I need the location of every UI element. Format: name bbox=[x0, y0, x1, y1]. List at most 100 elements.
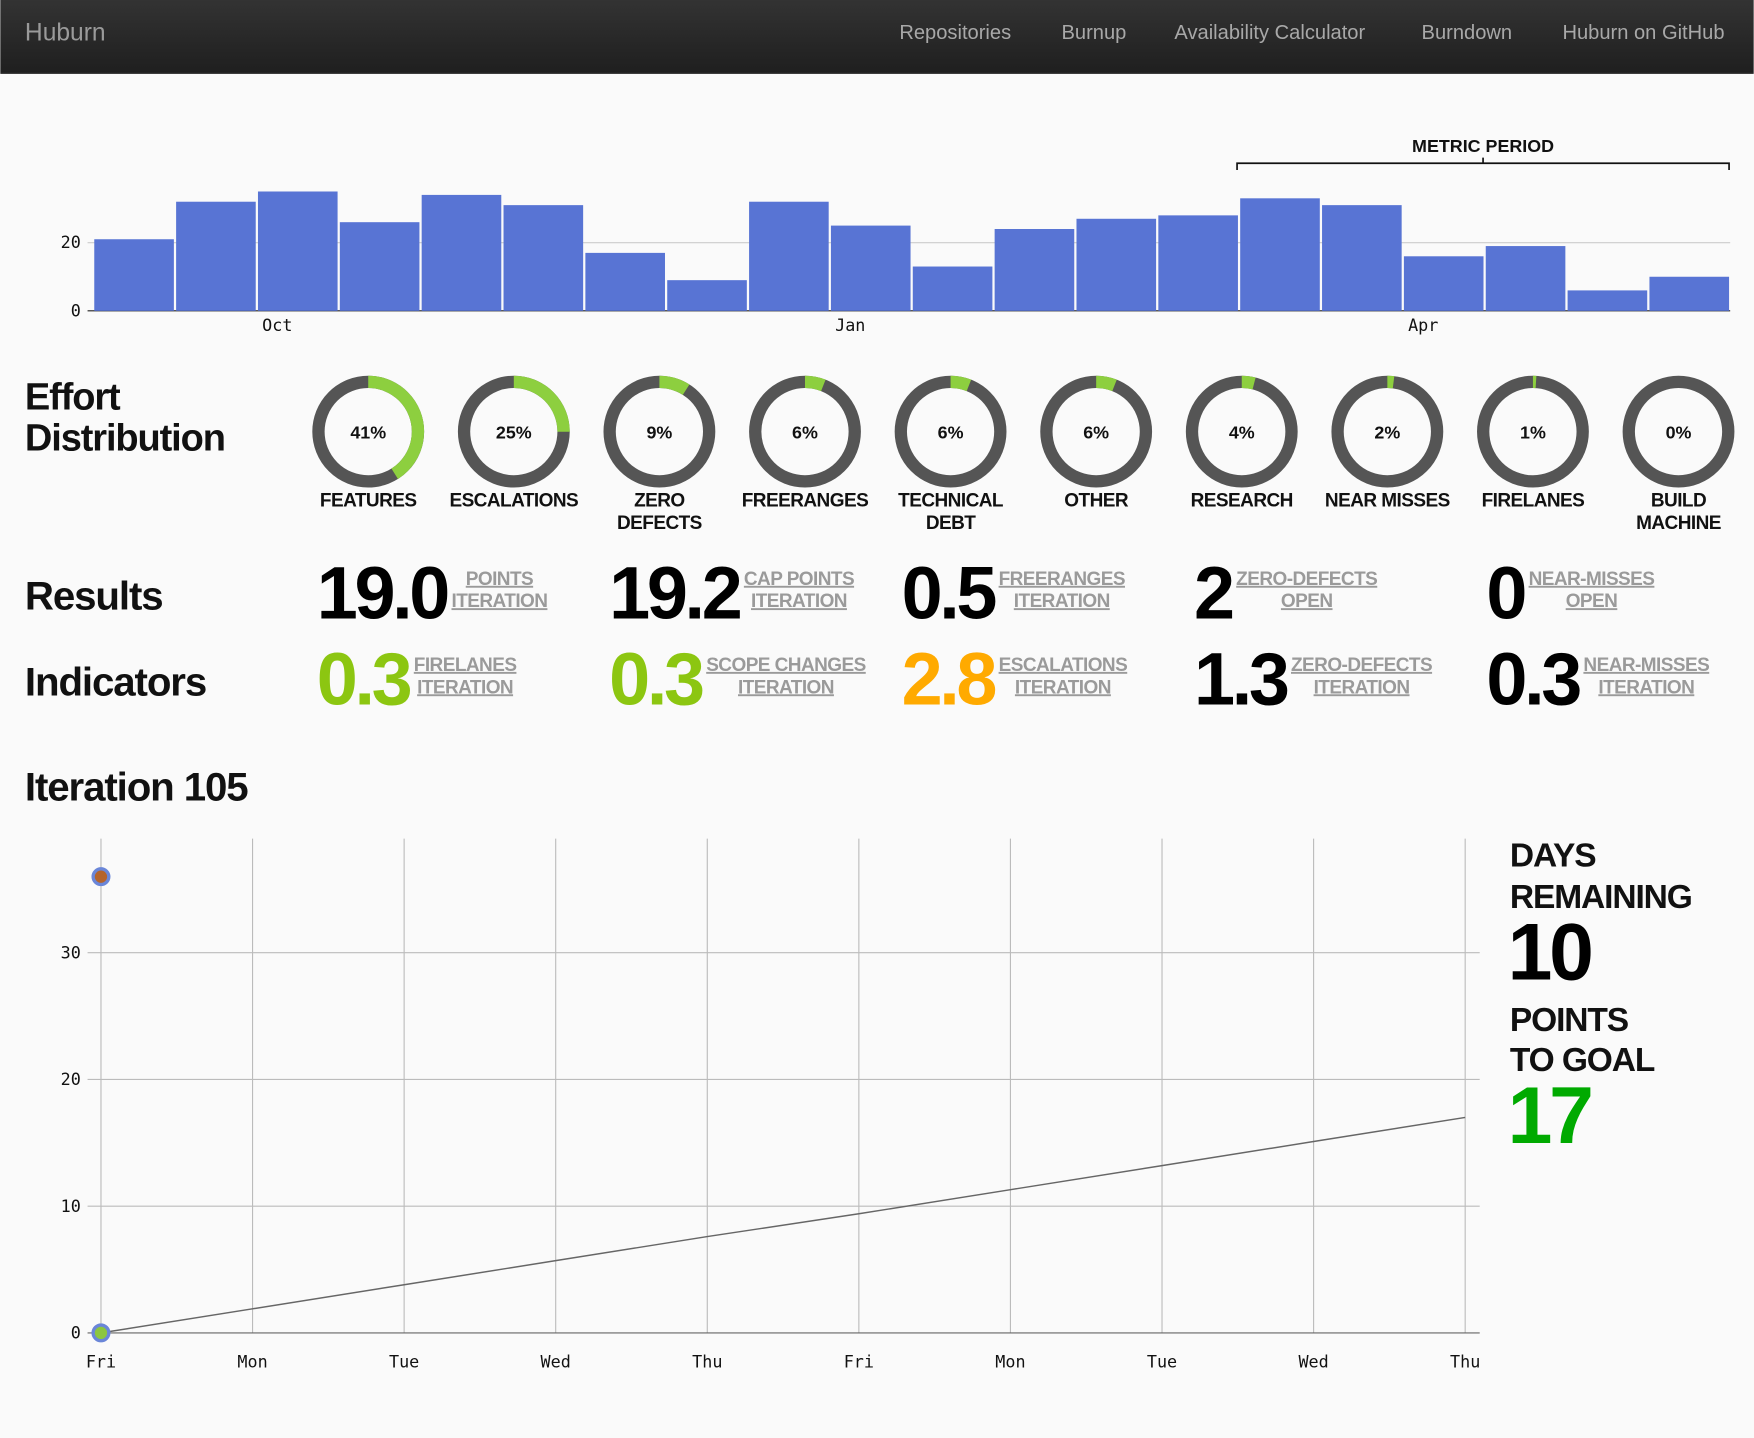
metric-value: 2.8 bbox=[902, 637, 996, 720]
stat-label: REMAINING bbox=[1510, 879, 1692, 916]
section-title-box: Effort Distribution bbox=[24, 376, 226, 460]
metric-label: ITERATION bbox=[1015, 677, 1111, 698]
bar bbox=[1649, 276, 1730, 311]
x-tick-label: Oct bbox=[262, 315, 292, 335]
donut-category: TECHNICAL DEBT bbox=[898, 489, 1003, 534]
nav-link[interactable]: Repositories bbox=[899, 22, 1011, 44]
donut-category-box: OTHER bbox=[1064, 489, 1129, 512]
section-title: Effort Distribution bbox=[24, 376, 226, 460]
x-tick-label: Mon bbox=[995, 1352, 1025, 1372]
donut-category-box: FREERANGES bbox=[742, 490, 869, 511]
metric-value: 1.3 bbox=[1194, 637, 1288, 720]
donut-category: FEATURES bbox=[319, 489, 417, 512]
bar bbox=[176, 201, 256, 311]
y-tick-label: 10 bbox=[61, 1196, 81, 1216]
donut-category-box: BUILD MACHINE bbox=[1636, 489, 1721, 534]
donut-label: 6% bbox=[938, 422, 964, 442]
nav-link[interactable]: Availability Calculator bbox=[1174, 22, 1365, 44]
donut-arc bbox=[1040, 375, 1153, 488]
donut-category: FIRELANES bbox=[1481, 489, 1585, 512]
x-tick-label: Jan bbox=[835, 315, 865, 335]
metric-value: 0.5 bbox=[902, 551, 996, 634]
bar bbox=[1076, 218, 1157, 311]
donut-category-box: FIRELANES bbox=[1481, 489, 1585, 512]
brand[interactable]: Huburn bbox=[25, 19, 106, 46]
metric-label: ESCALATIONS bbox=[999, 655, 1128, 676]
metric-label: CAP POINTS bbox=[744, 569, 854, 590]
bar bbox=[1485, 246, 1566, 311]
bar bbox=[421, 194, 502, 311]
x-tick-label: Fri bbox=[844, 1352, 874, 1372]
donut-label: 0% bbox=[1666, 422, 1692, 442]
metric-label: ITERATION bbox=[1014, 591, 1110, 612]
donut-arc bbox=[1185, 375, 1298, 488]
row-title: Results bbox=[25, 573, 163, 618]
bar bbox=[830, 225, 911, 311]
donut-category-box: RESEARCH bbox=[1190, 489, 1294, 512]
donut-category: BUILD MACHINE bbox=[1636, 489, 1721, 534]
donut-label: 41% bbox=[350, 422, 386, 442]
metric-value: 0 bbox=[1486, 551, 1525, 634]
stat-label: TO GOAL bbox=[1510, 1042, 1655, 1079]
bar bbox=[994, 229, 1075, 311]
metric-label: POINTS bbox=[466, 569, 533, 590]
donut-category: OTHER bbox=[1064, 489, 1129, 512]
donut-category-box: FEATURES bbox=[319, 489, 417, 512]
bar bbox=[585, 252, 665, 311]
donut-label: 2% bbox=[1374, 422, 1400, 442]
bar bbox=[1240, 198, 1320, 311]
metric-label: ITERATION bbox=[738, 677, 834, 698]
y-tick-label: 30 bbox=[61, 942, 81, 962]
metric-value: 19.0 bbox=[317, 551, 449, 634]
x-tick-label: Apr bbox=[1408, 315, 1438, 335]
metric-label: ITERATION bbox=[1598, 677, 1694, 698]
nav-link[interactable]: Huburn on GitHub bbox=[1562, 22, 1724, 44]
donut-category: RESEARCH bbox=[1190, 489, 1294, 512]
y-tick-label: 0 bbox=[71, 300, 81, 320]
x-tick-label: Wed bbox=[541, 1352, 571, 1372]
donut-track bbox=[1622, 375, 1735, 488]
annotation: METRIC PERIOD bbox=[1412, 136, 1554, 156]
metric-label: NEAR-MISSES bbox=[1529, 569, 1655, 590]
data-point bbox=[91, 867, 111, 887]
metric-value: 0.3 bbox=[609, 637, 703, 720]
donut-category: ZERO DEFECTS bbox=[616, 489, 702, 534]
donut-arc bbox=[1477, 375, 1589, 488]
bar bbox=[912, 266, 993, 311]
donut-arc bbox=[1331, 375, 1444, 488]
donut-label: 25% bbox=[496, 422, 532, 442]
donut-arc bbox=[603, 375, 716, 488]
stat-value: 10 bbox=[1508, 908, 1591, 998]
x-tick-label: Wed bbox=[1298, 1352, 1328, 1372]
stat-label: POINTS bbox=[1510, 1002, 1629, 1039]
x-tick-label: Thu bbox=[692, 1352, 722, 1372]
nav-link[interactable]: Burndown bbox=[1422, 22, 1513, 44]
metric-label: SCOPE CHANGES bbox=[706, 655, 866, 676]
metric-label: OPEN bbox=[1566, 591, 1618, 612]
x-tick-label: Tue bbox=[389, 1352, 419, 1372]
donut-label: 6% bbox=[1083, 422, 1109, 442]
donut-label: 1% bbox=[1520, 422, 1546, 442]
nav-link[interactable]: Burnup bbox=[1062, 22, 1127, 44]
metric-label: ITERATION bbox=[751, 591, 847, 612]
bar bbox=[667, 280, 747, 311]
stat-value: 17 bbox=[1508, 1071, 1591, 1161]
donut-label: 9% bbox=[646, 422, 672, 442]
metric-label: FIRELANES bbox=[414, 655, 517, 676]
metric-value: 2 bbox=[1194, 551, 1233, 634]
donut-category: ESCALATIONS bbox=[449, 489, 579, 512]
navbar bbox=[0, 0, 1754, 73]
x-tick-label: Tue bbox=[1147, 1352, 1177, 1372]
metric-label: OPEN bbox=[1281, 591, 1333, 612]
bar bbox=[339, 222, 420, 311]
metric-value: 0.3 bbox=[1486, 637, 1580, 720]
data-point bbox=[91, 1323, 111, 1343]
metric-value: 19.2 bbox=[609, 551, 741, 634]
donut-arc bbox=[894, 375, 1007, 488]
donut-category-box: ESCALATIONS bbox=[449, 489, 579, 512]
donut-arc bbox=[749, 375, 861, 488]
bar bbox=[749, 201, 829, 311]
metric-period-bracket bbox=[1236, 157, 1730, 170]
donut-category-box: NEAR MISSES bbox=[1325, 490, 1450, 511]
